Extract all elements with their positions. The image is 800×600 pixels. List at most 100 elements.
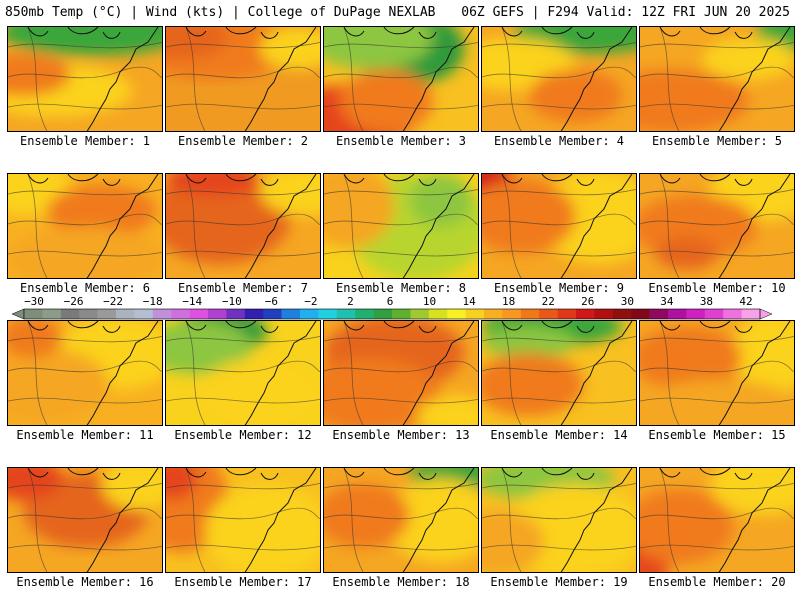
colorbar-tick-label: 30 [620,295,634,308]
colorbar-swatch [428,309,448,319]
contour-line [166,213,320,226]
colorbar-swatch [300,309,319,319]
colorbar-swatch [631,309,650,319]
contour-line [8,507,162,520]
contour-line [640,66,794,79]
ensemble-map-panel [165,467,321,573]
coastline [86,321,159,425]
temperature-blob [640,489,734,564]
contour-line [27,468,48,572]
temperature-field-map [482,468,636,572]
ensemble-map-panel [323,26,479,132]
contour-line [185,468,206,572]
ensemble-map-panel [7,26,163,132]
temperature-field-map [324,321,478,425]
contour-line [185,321,206,425]
colorbar-tick-label: −6 [264,295,278,308]
ensemble-map-panel [639,320,795,426]
temperature-blob [166,174,291,265]
colorbar-tick-label: 26 [581,295,595,308]
colorbar-swatch [686,309,706,319]
contour-line [501,321,522,425]
contour-line [640,507,794,520]
coastline [244,174,317,278]
great-lakes-outline [343,174,437,186]
temperature-field-map [166,174,320,278]
coastline [560,174,633,278]
temperature-blob [166,27,229,59]
contour-line [27,174,48,278]
contour-line [324,507,478,520]
colorbar-swatch [704,309,724,319]
contour-line [185,27,206,131]
temperature-blob [259,27,320,70]
ensemble-member-caption: Ensemble Member: 6 [19,281,151,295]
colorbar-tick-label: −26 [63,295,84,308]
great-lakes-outline [501,27,595,39]
contour-line [324,544,478,551]
colorbar-tick-label: 10 [422,295,437,308]
colorbar-swatch [189,309,209,319]
temperature-field-map [640,321,794,425]
temperature-blob [8,321,63,359]
ensemble-member-caption: Ensemble Member: 16 [16,575,154,589]
ensemble-member-caption: Ensemble Member: 20 [648,575,786,589]
temperature-blob [324,358,441,425]
colorbar-swatch [79,309,98,319]
temperature-blob [482,179,576,254]
colorbar-swatch [355,309,374,319]
temperature-blob [8,227,162,278]
contour-line [640,213,794,226]
temperature-field-map [324,468,478,572]
great-lakes-outline [501,468,595,480]
ensemble-member-caption: Ensemble Member: 18 [332,575,470,589]
ensemble-map-panel [639,467,795,573]
contour-line [343,27,364,131]
colorbar-swatch [649,309,669,319]
great-lakes-outline [27,174,121,186]
ensemble-member-caption: Ensemble Member: 2 [177,134,309,148]
contour-line [27,321,48,425]
ensemble-member-caption: Ensemble Member: 3 [335,134,467,148]
colorbar-swatch [97,309,117,319]
great-lakes-outline [185,321,279,333]
coastline [718,174,791,278]
ensemble-member-caption: Ensemble Member: 4 [493,134,625,148]
contour-line [8,397,162,404]
colorbar-right-arrow [759,308,773,320]
colorbar-swatch [60,309,80,319]
colorbar-tick-label: −14 [182,295,203,308]
colorbar-swatch [465,309,485,319]
colorbar-left-arrow [12,308,25,320]
colorbar-swatch [336,309,356,319]
ensemble-map-panel [323,320,479,426]
temperature-blob [482,352,584,417]
temperature-blob [259,174,320,217]
contour-line [640,360,794,373]
colorbar-tick-label: −10 [221,295,242,308]
great-lakes-outline [27,27,121,39]
contour-line [501,174,522,278]
colorbar-swatch [152,309,172,319]
contour-line [8,213,162,226]
contour-line [166,250,320,257]
coastline [86,468,159,572]
temperature-blob [702,37,794,80]
great-lakes-outline [343,27,437,39]
colorbar-swatch [208,309,227,319]
coastline [244,27,317,131]
contour-line [482,66,636,79]
temperature-field-map [8,468,162,572]
ensemble-map-panel [165,173,321,279]
colorbar-swatch [244,309,264,319]
temperature-blob [324,483,410,548]
temperature-blob [482,510,545,572]
temperature-field-map [324,174,478,278]
temperature-field-map [640,27,794,131]
contour-line [482,213,636,226]
colorbar-swatch [281,309,301,319]
contour-line [166,544,320,551]
ensemble-map-panel [639,173,795,279]
contour-line [482,250,636,257]
colorbar-swatch [42,309,62,319]
